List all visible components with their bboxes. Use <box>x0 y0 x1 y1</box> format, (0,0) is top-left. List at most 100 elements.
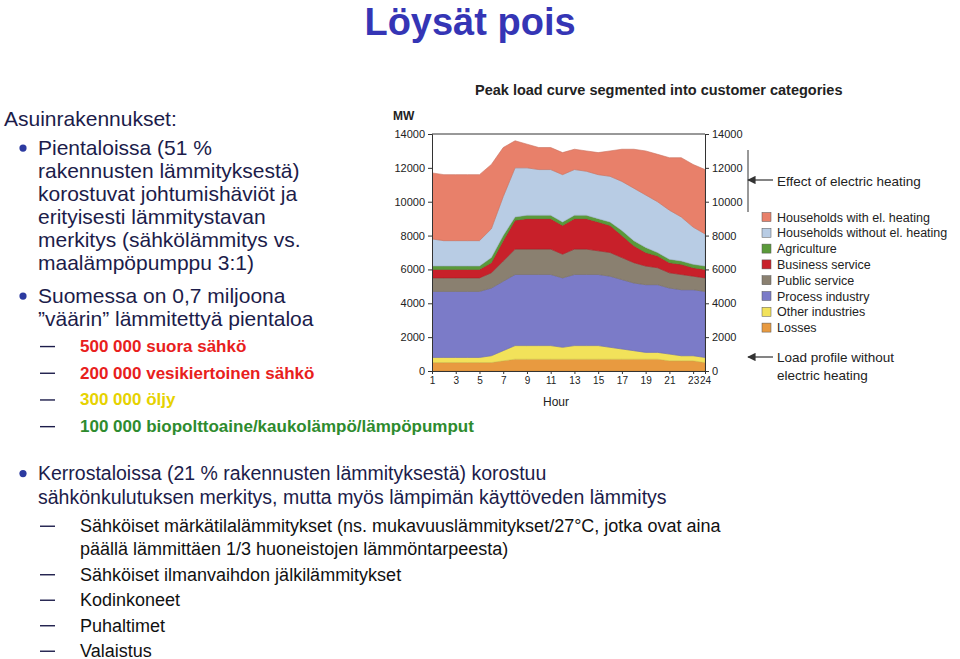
tick-mark <box>479 371 480 374</box>
dash <box>40 399 55 400</box>
axis-title: MW <box>393 109 415 123</box>
tick: 4000 <box>705 297 736 309</box>
tick: 2000 <box>705 331 736 343</box>
area <box>432 141 705 241</box>
tick: 12000 <box>705 162 743 174</box>
tick-label: 6000 <box>401 263 425 275</box>
tick: 15 <box>593 371 605 386</box>
axis-title: Hour <box>543 395 569 409</box>
tick-label: 2000 <box>712 331 736 343</box>
tick-mark <box>428 202 432 203</box>
slide: Löysät poisAsuinrakennukset:Pientaloissa… <box>0 0 960 659</box>
tick-label: 2000 <box>401 331 425 343</box>
dash <box>40 346 55 347</box>
tick-label: 8000 <box>401 230 425 242</box>
tick-label: 10000 <box>712 196 743 208</box>
tick: 13 <box>569 371 581 386</box>
tick-label: 4000 <box>712 297 736 309</box>
tick-mark <box>646 371 647 374</box>
bracket <box>748 150 749 212</box>
bullet-text: erityisesti lämmitystavan <box>38 205 266 228</box>
tick: 4000 <box>401 297 432 309</box>
tick-mark <box>705 202 709 203</box>
item-text: 200 000 vesikiertoinen sähkö <box>80 364 314 383</box>
tick-mark <box>705 371 706 374</box>
legend-swatch <box>762 276 771 285</box>
tick-mark <box>428 269 432 270</box>
legend-label: Losses <box>777 321 817 335</box>
tick-label: 5 <box>477 375 483 386</box>
axis-line <box>706 135 710 372</box>
tick-label: 4000 <box>401 297 425 309</box>
heading: Asuinrakennukset: <box>4 107 177 130</box>
tick-label: 12000 <box>712 162 743 174</box>
tick-mark <box>705 269 709 270</box>
legend-swatch <box>762 260 771 269</box>
tick-mark <box>428 337 432 338</box>
dash <box>40 651 55 652</box>
bullet-text: Suomessa on 0,7 miljoona <box>38 284 286 307</box>
bullet-dot <box>19 144 26 151</box>
dash <box>40 574 55 575</box>
legend-label: Households without el. heating <box>777 226 947 240</box>
tick-label: 6000 <box>712 263 736 275</box>
tick: 3 <box>453 371 459 386</box>
axis-line <box>432 134 705 135</box>
tick-mark <box>527 371 528 374</box>
axis-line <box>433 372 706 375</box>
legend-swatch <box>762 323 771 332</box>
tick: 1 <box>430 371 436 386</box>
tick: 11 <box>546 371 557 386</box>
legend-label: Households with el. heating <box>777 211 930 225</box>
tick-mark <box>551 371 552 374</box>
tick-mark <box>598 371 599 374</box>
tick: 17 <box>617 371 629 386</box>
dash <box>40 625 55 626</box>
item-text: Valaistus <box>80 641 152 659</box>
bullet-text: ”väärin” lämmitettyä pientaloa <box>38 307 314 330</box>
tick-label: 10000 <box>394 196 425 208</box>
tick-mark <box>432 371 433 374</box>
tick-label: 13 <box>569 375 581 386</box>
tick-label: 8000 <box>712 230 736 242</box>
bullet-text: Pientaloissa (51 % <box>38 136 212 159</box>
tick-mark <box>428 371 432 372</box>
annotation: Load profile without <box>777 350 894 365</box>
arrow <box>748 356 773 357</box>
item-text: Kodinkoneet <box>80 590 180 610</box>
tick: 14000 <box>705 128 743 140</box>
item-text: 500 000 suora sähkö <box>80 337 246 356</box>
tick-label: 21 <box>664 375 676 386</box>
tick-mark <box>693 371 694 374</box>
tick: 21 <box>664 371 676 386</box>
tick: 2000 <box>401 331 432 343</box>
legend-swatch <box>762 228 771 237</box>
tick: 9 <box>525 371 531 386</box>
bullet-text: rakennusten lämmityksestä) <box>38 159 299 182</box>
legend-swatch <box>762 213 771 222</box>
tick: 23 <box>688 371 700 386</box>
tick-mark <box>705 134 709 135</box>
bullet-text: Kerrostaloissa (21 % rakennusten lämmity… <box>38 462 546 484</box>
item-text: Puhaltimet <box>80 616 165 636</box>
tick-mark <box>705 303 709 304</box>
legend-label: Other industries <box>777 305 865 319</box>
tick-mark <box>705 168 709 169</box>
tick-mark <box>705 236 709 237</box>
legend-label: Agriculture <box>777 242 837 256</box>
tick-mark <box>622 371 623 374</box>
item-text: Sähköiset ilmanvaihdon jälkilämmitykset <box>80 565 401 585</box>
tick: 19 <box>641 371 653 386</box>
axis: 02000400060008000100001200014000 <box>394 128 432 377</box>
tick-label: 9 <box>525 375 531 386</box>
tick: 7 <box>501 371 507 386</box>
bullet-dot <box>19 292 26 299</box>
legend-swatch <box>762 307 771 316</box>
tick-label: 19 <box>641 375 653 386</box>
tick: 5 <box>477 371 483 386</box>
tick-label: 7 <box>501 375 507 386</box>
tick-label: 12000 <box>394 162 425 174</box>
tick: 6000 <box>705 263 736 275</box>
tick-mark <box>503 371 504 374</box>
item-text: 300 000 öljy <box>80 390 176 409</box>
